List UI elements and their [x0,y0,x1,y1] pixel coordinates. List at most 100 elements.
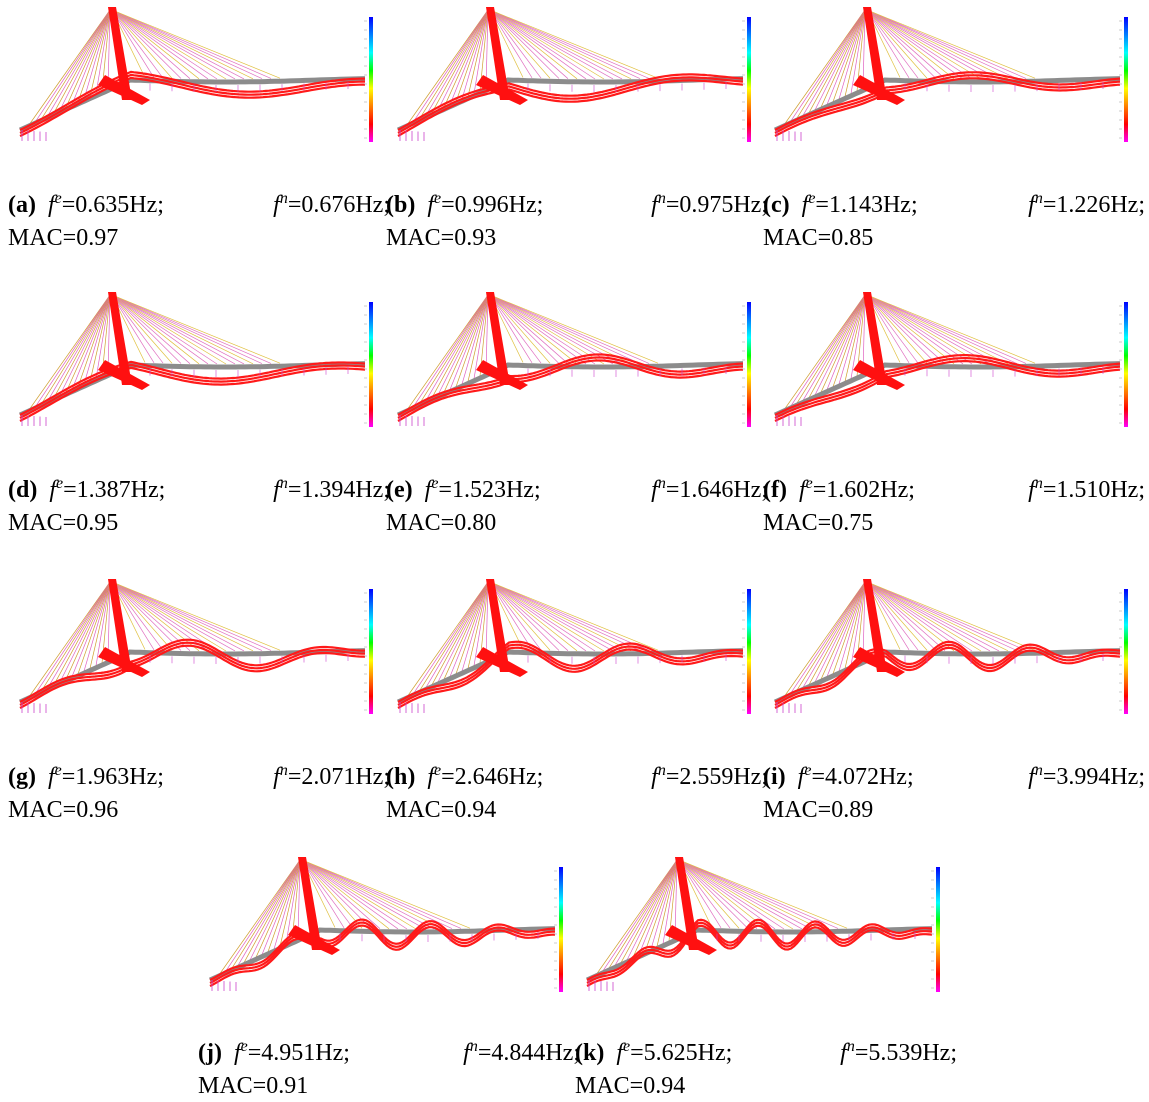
stay-cable [489,9,641,79]
symbol-f: f [797,764,805,790]
stay-cable [866,294,1009,365]
stay-cable [35,581,111,693]
stay-cable [866,581,1027,651]
stay-cable [107,581,111,661]
bridge-mode-plot [18,579,373,714]
stay-cable [111,294,245,365]
stay-cable [489,9,560,79]
bridge-mode-plot [773,292,1128,427]
stay-cable [866,294,973,365]
stay-cable [301,859,408,930]
stay-cable [219,859,301,974]
colorbar [369,302,373,427]
symbol-f: f [273,477,280,503]
symbol-f: f [427,764,435,790]
stay-cable [489,581,578,652]
symbol-f: f [273,192,280,218]
mode-shape-panel [765,577,1145,717]
pylon [863,579,887,672]
stay-cable [111,294,200,365]
mac-value: MAC=0.75 [763,510,874,536]
deformed-deck [397,356,744,419]
experimental-frequency: =1.963Hz; [61,764,164,790]
stay-cable [301,859,471,929]
deformed-deck [19,70,365,131]
stay-cable [249,859,301,961]
stay-cable [301,859,417,930]
stay-cable [866,294,1036,364]
pylon-base [853,75,905,105]
stay-cable [866,581,928,651]
stay-cable [449,9,489,105]
subfigure-label: (f) [763,477,787,503]
stay-cable [866,9,982,80]
experimental-frequency: =5.625Hz; [630,1040,733,1066]
deformed-deck [397,359,744,422]
colorbar [369,589,373,714]
symbol-n: n [1034,762,1043,779]
subfigure-caption: (c) fe=1.143Hz; fn=1.226Hz; MAC=0.85 [763,190,1145,254]
stay-cable [866,9,973,80]
stay-cable [301,859,426,930]
stay-cable [489,294,560,364]
stay-cable [866,294,955,365]
stay-cable [231,859,301,969]
stay-cable [111,294,209,365]
deformed-deck [209,921,556,984]
subfigure-label: (a) [8,192,36,218]
colorbar [369,17,373,142]
stay-cable [485,9,489,89]
deformed-deck [19,366,366,422]
deformed-deck [586,921,933,984]
deformed-deck [586,918,933,981]
stay-cable [111,294,227,365]
undeformed-deck [773,361,1121,418]
stay-cable [862,294,866,374]
stay-cable [489,294,533,363]
stay-cable [489,581,650,651]
colorbar [747,302,751,427]
symbol-n: n [846,1038,855,1055]
numerical-frequency: =1.226Hz; [1042,192,1145,218]
symbol-f: f [273,764,280,790]
stay-cable [796,9,866,119]
stay-cable [111,9,263,79]
numerical-frequency: =2.071Hz; [287,764,390,790]
stay-cable [489,581,623,652]
stay-cable [489,581,542,651]
stay-cable [489,9,605,80]
mac-value: MAC=0.93 [386,225,497,251]
pylon [486,292,510,385]
stay-cable [866,9,937,79]
stay-cable [111,9,164,79]
stay-cable [802,294,866,401]
mac-value: MAC=0.80 [386,510,497,536]
numerical-frequency: =1.394Hz; [287,477,390,503]
stay-cable [844,9,866,97]
stay-cable [243,859,301,963]
mac-value: MAC=0.95 [8,510,119,536]
stay-cable [784,294,866,409]
deformed-deck [19,76,365,137]
stay-cable [866,581,982,652]
pylon-base [476,647,528,677]
subfigure-caption: (d) fe=1.387Hz; fn=1.394Hz; MAC=0.95 [8,475,390,539]
stay-cable [111,581,155,650]
subfigure-label: (e) [386,477,413,503]
stay-cable [41,9,111,119]
stay-cable [866,294,982,365]
subfigure-caption: (h) fe=2.646Hz; fn=2.559Hz; MAC=0.94 [386,762,768,826]
stay-cable [53,581,111,685]
deformed-deck [397,646,744,709]
stay-cable [111,581,173,651]
stay-cable [419,9,489,119]
mac-value: MAC=0.94 [575,1073,686,1099]
stay-cable [866,9,928,79]
deformed-deck [774,646,1121,709]
symbol-e: e [54,190,62,207]
stay-cable [790,294,866,406]
experimental-frequency: =4.951Hz; [247,1040,350,1066]
pylon-base [853,360,905,390]
stay-cable [111,581,227,652]
stay-cable [111,294,281,364]
